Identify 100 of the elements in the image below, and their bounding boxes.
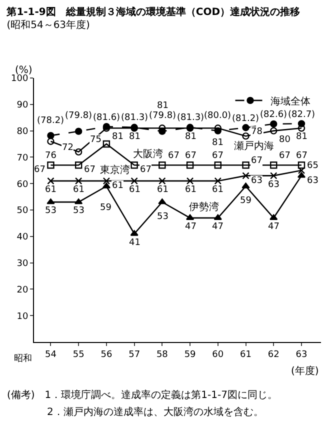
data-label: 67 [140, 165, 152, 175]
point [186, 162, 194, 169]
x-tick-label: 55 [72, 350, 84, 360]
data-label: 67 [185, 151, 196, 161]
point [298, 162, 306, 169]
point [242, 162, 250, 169]
point [47, 177, 54, 185]
x-tick-label: 62 [268, 350, 280, 360]
x-tick-label: 60 [212, 350, 224, 360]
x-tick-label: 57 [128, 350, 140, 360]
data-label: (78.2) [37, 116, 64, 126]
data-label: (82.7) [288, 110, 316, 120]
y-tick-label: 50 [16, 206, 28, 216]
data-label: 75 [90, 135, 102, 145]
point [102, 140, 110, 148]
data-label: (79.8) [65, 111, 92, 121]
data-label: (81.6) [93, 113, 120, 123]
point [47, 132, 54, 140]
point [158, 177, 166, 185]
point [74, 198, 83, 204]
data-label: 61 [73, 185, 84, 195]
y-tick-label: 40 [16, 232, 28, 243]
data-label: 61 [112, 181, 124, 191]
data-label: 67 [168, 151, 180, 161]
x-tick-label: 58 [156, 350, 168, 360]
series-label: 瀬戸内海 [234, 140, 274, 152]
point [242, 172, 250, 180]
data-label: 78 [251, 127, 263, 137]
x-tick-label: 61 [240, 350, 252, 360]
point [242, 182, 250, 188]
data-label: 47 [268, 222, 280, 232]
data-label: 76 [45, 151, 57, 161]
data-label: 61 [129, 185, 140, 195]
point [270, 172, 278, 180]
data-label: 61 [212, 185, 224, 195]
point [186, 214, 194, 220]
point [242, 124, 250, 132]
data-label: 67 [84, 165, 96, 175]
y-tick-label: 20 [16, 285, 28, 296]
point [74, 177, 82, 185]
point [242, 132, 250, 140]
data-label: 67 [296, 151, 308, 161]
y-tick-label: 80 [16, 126, 28, 137]
y-tick-label: 70 [16, 153, 28, 164]
data-label: (79.8) [149, 111, 176, 121]
y-axis-title: (%) [15, 65, 32, 76]
data-label: 67 [251, 156, 262, 166]
data-label: 81 [212, 138, 224, 148]
data-label: 67 [34, 165, 46, 175]
point [102, 177, 110, 185]
x-tick-label: 54 [44, 350, 57, 360]
data-label: 81 [157, 101, 168, 111]
data-label: 59 [100, 203, 112, 213]
point [270, 127, 278, 134]
point [270, 214, 278, 220]
data-label: 53 [45, 206, 56, 216]
data-label: 53 [73, 206, 84, 216]
series-label: 大阪湾 [133, 148, 163, 160]
point [47, 162, 54, 169]
data-label: (82.6) [260, 110, 288, 120]
y-tick-label: 60 [16, 180, 28, 190]
x-tick-label: 59 [184, 350, 196, 360]
y-tick-label: 90 [16, 100, 28, 111]
data-label: 80 [279, 135, 291, 145]
data-label: 61 [45, 185, 56, 195]
text: (備考) 1．環境庁調べ。達成率の定義は第1-1-7図に同じ。 [7, 389, 278, 401]
y-tick-label: 30 [16, 258, 28, 269]
point [214, 162, 222, 169]
data-label: 61 [157, 185, 168, 195]
point [46, 198, 55, 204]
x-tick-label: 63 [296, 350, 308, 360]
point [186, 177, 194, 185]
data-label: 81 [129, 132, 140, 142]
text: 昭和 [14, 353, 32, 364]
data-label: 63 [251, 176, 262, 186]
data-label: 61 [185, 185, 196, 195]
point [47, 138, 54, 145]
data-label: 67 [279, 151, 290, 161]
point [74, 148, 82, 156]
data-label: 59 [240, 196, 252, 206]
y-tick-label: 100 [11, 74, 28, 84]
data-label: 81 [112, 132, 124, 142]
data-label: 47 [212, 222, 224, 232]
point [130, 230, 138, 236]
data-label: 63 [307, 176, 318, 186]
data-label: 53 [157, 212, 168, 222]
y-tick-label: 10 [16, 312, 28, 322]
legend-label: 海域全体 [270, 95, 310, 108]
chart-subtitle: (昭和54～63年度) [6, 19, 90, 32]
data-label: (81.3) [177, 113, 204, 123]
data-label: 47 [185, 222, 196, 232]
point [158, 162, 166, 169]
chart-title: 第1-1-9図 総量規制３海域の環境基準（COD）達成状況の推移 [6, 6, 300, 18]
data-label: 81 [296, 132, 308, 142]
series-label: 伊勢湾 [189, 201, 219, 213]
data-label: (80.0) [204, 111, 232, 121]
data-label: 65 [307, 161, 318, 171]
point [214, 214, 222, 220]
point [158, 198, 166, 204]
point [270, 162, 278, 169]
